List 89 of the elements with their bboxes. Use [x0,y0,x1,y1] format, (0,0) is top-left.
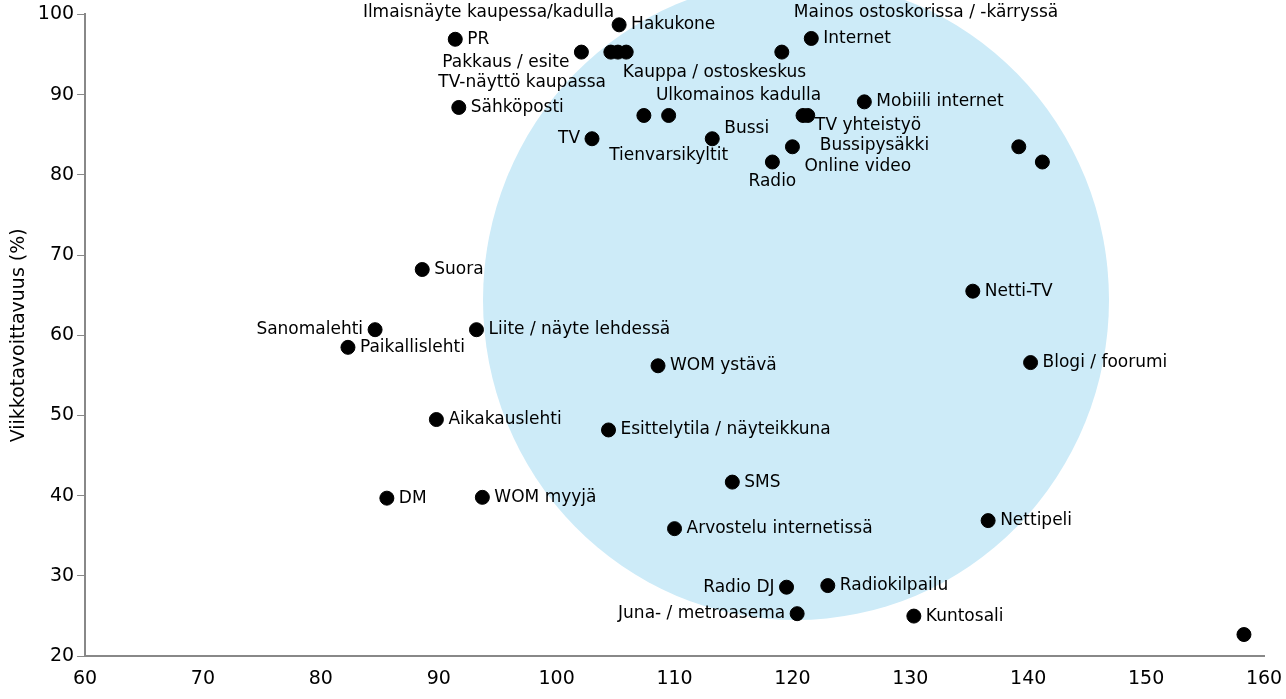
y-tick-label: 20 [49,643,75,666]
point [367,322,383,338]
point [1023,355,1039,371]
annotation: PR [467,27,490,48]
annotation: Blogi / foorumi [1042,351,1168,371]
annotation: Aikakauslehti [448,407,562,428]
annotation: Kuntosali [925,604,1004,625]
annotation: Arvostelu internetissä [686,517,873,538]
annotation: TV [556,127,581,148]
annotation: Bussi [724,117,770,138]
point [636,107,652,123]
point [650,358,666,374]
annotation: Online video [804,155,912,176]
y-tick-label: 40 [49,482,75,505]
annotation: Tienvarsikyltit [608,143,729,164]
annotation: Ulkomainos kadulla [655,83,822,104]
point [451,99,467,115]
y-tick-label: 70 [49,242,75,265]
point [906,608,922,624]
point [803,30,819,46]
point [1034,154,1050,170]
y-tick-label: 80 [49,161,75,184]
point [724,474,740,490]
point [601,422,617,438]
annotation: Ilmaisnäyte kaupessa/kadulla [362,0,615,21]
point [661,107,677,123]
annotation: Radio [748,170,797,191]
annotation: Juna- / metroasema [617,602,786,623]
annotation: Nettipeli [1000,509,1073,530]
x-tick-label: 110 [656,665,693,688]
annotation: DM [398,486,427,507]
x-tick-label: 160 [1245,665,1283,688]
y-tick-label: 90 [49,81,75,104]
point [447,31,463,47]
point [789,606,805,622]
annotation: Suora [434,257,484,278]
point [474,489,490,505]
point [573,44,589,60]
point [779,579,795,595]
point [1011,139,1027,155]
point [774,44,790,60]
x-tick-label: 130 [892,665,929,688]
y-tick-label: 100 [37,1,75,24]
point [764,154,780,170]
point [856,94,872,110]
y-tick-label: 30 [49,562,75,585]
y-tick-label: 50 [49,402,75,425]
annotation: WOM ystävä [670,354,777,375]
point [784,139,800,155]
annotation: Mobiili internet [876,90,1005,111]
point [611,17,627,33]
point [820,578,836,594]
annotation: Pakkaus / esite [442,50,570,71]
x-tick-label: 70 [190,665,216,688]
point [704,131,720,147]
annotation: Liite / näyte lehdessä [488,318,671,339]
point [584,131,600,147]
annotation: WOM myyjä [494,485,597,506]
annotation: Radio DJ [703,575,775,596]
annotation: Kauppa / ostoskeskus [622,60,807,81]
annotation: Internet [823,26,892,47]
x-tick-label: 150 [1127,665,1165,688]
x-tick-label: 100 [538,665,575,688]
annotation: Sähköposti [470,95,564,116]
point [414,262,430,278]
annotation: TV yhteistyö [814,113,922,134]
point [667,521,683,537]
point [428,412,444,428]
x-tick-label: 140 [1010,665,1047,688]
annotation: Radiokilpailu [839,574,949,595]
point [468,322,484,338]
x-tick-label: 60 [72,665,98,688]
annotation: Netti-TV [984,279,1053,300]
annotation: Esittelytila / näyteikkuna [620,418,831,439]
point [965,283,981,299]
x-tick-label: 90 [426,665,451,688]
point [340,339,356,355]
annotation: TV-näyttö kaupassa [437,70,606,91]
y-axis-title: Viikkotavoittavuus (%) [6,228,29,443]
y-tick-label: 60 [49,322,75,345]
annotation: SMS [744,470,781,491]
point [980,513,996,529]
point [379,490,395,506]
point [1236,627,1252,643]
x-tick-label: 120 [774,665,811,688]
x-tick-label: 80 [308,665,333,688]
annotation: Hakukone [631,13,716,34]
annotation: Bussipysäkki [819,133,930,154]
annotation: Mainos ostoskorissa / -kärryssä [793,0,1059,21]
